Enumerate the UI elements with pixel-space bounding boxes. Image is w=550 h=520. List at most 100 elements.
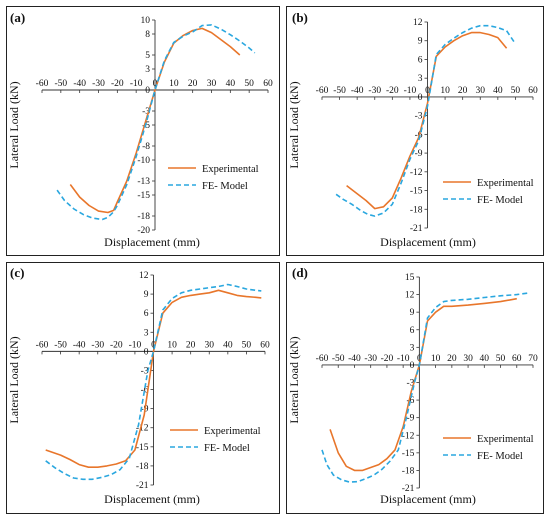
y-tick-label: -15	[137, 191, 150, 201]
y-tick-label: 5	[145, 51, 150, 61]
y-tick-label: 0	[145, 86, 150, 96]
y-tick-label: 3	[144, 328, 149, 338]
y-tick-label: -15	[136, 443, 149, 453]
y-tick-label: 8	[145, 30, 150, 40]
x-tick-label: 50	[242, 340, 252, 350]
legend-label: FE- Model	[477, 451, 523, 462]
x-tick-label: -40	[73, 79, 86, 89]
chart-2: -60 -50 -40 -30 -20 -10 0 10 20 30 40 50 60-21-18-15…	[7, 265, 270, 506]
panel-label: (c)	[10, 265, 24, 280]
x-tick-label: -50	[54, 79, 67, 89]
chart-1: -60 -50 -40 -30 -20 -10 0 10 20 30 40 50 60-21-18-15…	[287, 10, 538, 249]
x-axis-label: Displacement (mm)	[104, 235, 200, 249]
legend-label: FE- Model	[477, 195, 523, 206]
y-tick-label: 6	[418, 55, 423, 65]
x-axis-label: Displacement (mm)	[380, 235, 476, 249]
y-tick-label: -9	[406, 414, 414, 424]
y-tick-label: -3	[406, 379, 414, 389]
x-tick-label: -50	[54, 340, 67, 350]
x-tick-label: -30	[91, 340, 104, 350]
panel-label: (a)	[10, 10, 25, 25]
chart-panel-b	[286, 6, 544, 256]
y-tick-label: -12	[402, 431, 415, 441]
y-tick-label: 9	[418, 37, 423, 47]
series-line-fe-model	[335, 24, 517, 217]
x-tick-label: -60	[316, 354, 329, 364]
x-tick-label: -40	[351, 86, 364, 96]
series-line-experimental	[329, 297, 517, 472]
x-tick-label: 40	[493, 86, 503, 96]
y-tick-label: 3	[145, 65, 150, 75]
y-tick-label: -15	[410, 187, 423, 197]
legend-label: Experimental	[202, 164, 259, 175]
x-tick-label: 50	[244, 79, 254, 89]
x-tick-label: 60	[512, 354, 522, 364]
x-tick-label: -40	[73, 340, 86, 350]
x-tick-label: -40	[348, 354, 361, 364]
y-tick-label: 12	[405, 291, 415, 301]
y-tick-label: -13	[137, 177, 150, 187]
series-line-fe-model	[45, 283, 262, 481]
y-tick-label: -21	[402, 484, 415, 494]
chart-panel-d	[286, 262, 544, 514]
y-tick-label: -18	[136, 462, 149, 472]
y-tick-label: 15	[405, 273, 415, 283]
legend-label: Experimental	[477, 178, 534, 189]
legend-label: Experimental	[477, 434, 534, 445]
x-tick-label: -50	[333, 86, 346, 96]
y-tick-label: -18	[410, 205, 423, 215]
series-line-experimental	[346, 31, 508, 210]
y-tick-label: -20	[137, 226, 150, 236]
panel-label: (d)	[292, 265, 308, 280]
x-tick-label: 30	[476, 86, 486, 96]
x-tick-label: 20	[188, 79, 198, 89]
x-tick-label: 10	[169, 79, 179, 89]
x-tick-label: 0	[153, 79, 158, 89]
x-tick-label: -20	[110, 340, 123, 350]
series-line-fe-model	[321, 292, 530, 483]
y-tick-label: 0	[144, 347, 149, 357]
y-tick-label: 3	[418, 74, 423, 84]
x-tick-label: 40	[223, 340, 233, 350]
x-tick-label: -10	[397, 354, 410, 364]
x-tick-label: 0	[151, 340, 156, 350]
legend-label: Experimental	[204, 426, 261, 437]
legend-label: FE- Model	[202, 181, 248, 192]
x-tick-label: 60	[528, 86, 538, 96]
y-tick-label: -8	[142, 142, 150, 152]
x-axis-label: Displacement (mm)	[380, 492, 476, 506]
y-axis-label: Lateral Load (kN)	[7, 81, 21, 168]
y-tick-label: -15	[402, 449, 415, 459]
y-tick-label: -3	[415, 112, 423, 122]
x-tick-label: 30	[205, 340, 215, 350]
y-tick-label: -21	[136, 481, 149, 491]
x-tick-label: 60	[263, 79, 273, 89]
x-tick-label: 20	[458, 86, 468, 96]
y-tick-label: -9	[415, 149, 423, 159]
y-tick-label: 12	[139, 271, 149, 281]
x-tick-label: -60	[316, 86, 329, 96]
y-tick-label: -3	[141, 366, 149, 376]
x-tick-label: 30	[207, 79, 217, 89]
y-tick-label: -10	[137, 156, 150, 166]
y-tick-label: -3	[142, 107, 150, 117]
x-tick-label: -10	[130, 79, 143, 89]
y-tick-label: 9	[410, 308, 415, 318]
x-tick-label: 70	[528, 354, 538, 364]
x-tick-label: -10	[129, 340, 142, 350]
chart-3: -60 -50 -40 -30 -20 -10 0 10 20 30 40 50 60 70-21-18-…	[287, 265, 538, 506]
x-tick-label: -60	[36, 340, 49, 350]
x-tick-label: -20	[381, 354, 394, 364]
x-tick-label: -30	[92, 79, 105, 89]
x-tick-label: -20	[111, 79, 124, 89]
y-tick-label: 6	[144, 309, 149, 319]
series-line-fe-model	[56, 24, 256, 221]
x-tick-label: 0	[417, 354, 422, 364]
y-tick-label: 0	[410, 361, 415, 371]
y-axis-label: Lateral Load (kN)	[7, 336, 21, 423]
x-tick-label: -30	[364, 354, 377, 364]
legend-label: FE- Model	[204, 443, 250, 454]
y-tick-label: 0	[418, 93, 423, 103]
chart-panel-c	[6, 262, 280, 514]
